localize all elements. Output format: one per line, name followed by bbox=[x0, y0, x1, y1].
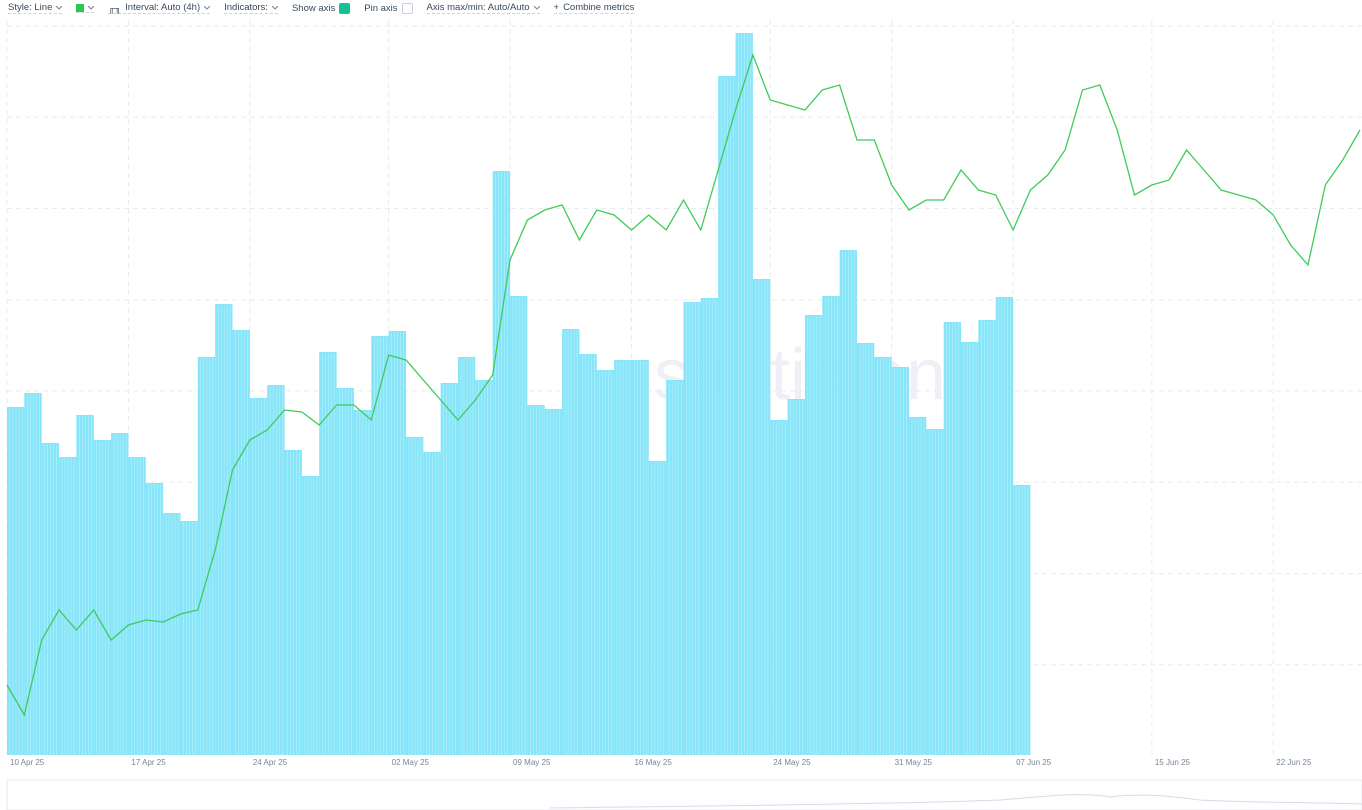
pin-axis-label: Pin axis bbox=[364, 2, 398, 14]
bar bbox=[891, 367, 909, 755]
axis-minmax-select[interactable]: Axis max/min: Auto/Auto bbox=[426, 2, 540, 14]
bar bbox=[128, 457, 146, 755]
bar bbox=[614, 360, 632, 755]
bar bbox=[856, 343, 875, 755]
x-tick-label: 07 Jun 25 bbox=[1016, 758, 1052, 767]
style-select[interactable]: Style: Line bbox=[8, 2, 63, 14]
bar bbox=[319, 352, 337, 755]
interval-label: Interval: Auto (4h) bbox=[125, 2, 201, 13]
x-tick-label: 24 Apr 25 bbox=[253, 758, 288, 767]
bar bbox=[874, 357, 892, 755]
toolbar: Style: Line ╓╖ Interval: Auto (4h) Indica… bbox=[0, 0, 640, 16]
bar bbox=[961, 342, 979, 755]
bar bbox=[301, 476, 320, 755]
checkbox[interactable] bbox=[401, 2, 413, 14]
bar bbox=[492, 171, 511, 755]
bar bbox=[232, 330, 250, 755]
show-axis-toggle[interactable]: Show axis bbox=[291, 2, 351, 14]
bar bbox=[197, 357, 216, 755]
x-tick-label: 16 May 25 bbox=[634, 758, 672, 767]
pin-axis-toggle[interactable]: Pin axis bbox=[364, 2, 413, 14]
indicators-label: Indicators: bbox=[224, 2, 268, 13]
bar bbox=[909, 417, 927, 755]
bar bbox=[718, 76, 736, 755]
x-tick-label: 02 May 25 bbox=[392, 758, 430, 767]
color-swatch bbox=[76, 3, 85, 12]
bar bbox=[596, 370, 615, 755]
bar bbox=[180, 521, 198, 755]
bar bbox=[510, 296, 528, 755]
navigator[interactable] bbox=[6, 779, 1362, 810]
bar bbox=[787, 399, 805, 755]
interval-icon: ╓╖ bbox=[108, 2, 122, 13]
bar bbox=[666, 380, 684, 755]
combine-label: Combine metrics bbox=[563, 2, 635, 13]
bar bbox=[371, 336, 389, 755]
bar bbox=[24, 393, 42, 755]
x-tick-label: 24 May 25 bbox=[773, 758, 811, 767]
bar bbox=[59, 457, 77, 755]
bar bbox=[475, 380, 493, 755]
bar bbox=[631, 360, 649, 755]
bar bbox=[93, 440, 112, 755]
bar bbox=[215, 304, 233, 755]
bar bbox=[458, 357, 476, 755]
bar bbox=[405, 437, 424, 755]
bar bbox=[7, 407, 25, 755]
bar bbox=[683, 302, 701, 755]
bar bbox=[926, 429, 944, 755]
bar bbox=[735, 33, 753, 755]
checkbox-checked[interactable] bbox=[339, 2, 351, 14]
x-tick-label: 31 May 25 bbox=[895, 758, 933, 767]
bar bbox=[527, 405, 545, 755]
indicators-select[interactable]: Indicators: bbox=[224, 2, 278, 14]
bar bbox=[145, 483, 164, 755]
color-select[interactable] bbox=[76, 3, 95, 13]
bar bbox=[41, 443, 60, 755]
x-tick-label: 09 May 25 bbox=[513, 758, 551, 767]
bar bbox=[163, 513, 181, 755]
bar bbox=[76, 415, 94, 755]
bar bbox=[111, 433, 129, 755]
x-tick-label: 22 Jun 25 bbox=[1276, 758, 1312, 767]
bar bbox=[388, 331, 406, 755]
bar bbox=[648, 461, 667, 755]
bar bbox=[978, 320, 996, 755]
bar bbox=[353, 410, 372, 755]
bar bbox=[943, 322, 962, 755]
bar bbox=[770, 420, 788, 755]
plus-icon: + bbox=[553, 2, 560, 13]
bar bbox=[249, 398, 268, 755]
bar bbox=[544, 409, 563, 755]
bar bbox=[752, 279, 771, 755]
combine-button[interactable]: + Combine metrics bbox=[553, 2, 635, 14]
bar bbox=[284, 450, 302, 755]
bar bbox=[804, 315, 823, 755]
bar bbox=[579, 354, 597, 755]
x-tick-label: 15 Jun 25 bbox=[1155, 758, 1191, 767]
style-label: Style: Line bbox=[8, 2, 53, 13]
bar bbox=[267, 385, 285, 755]
bar bbox=[822, 296, 840, 755]
x-tick-label: 10 Apr 25 bbox=[10, 758, 45, 767]
bar bbox=[440, 383, 458, 755]
bar bbox=[1013, 485, 1031, 755]
x-tick-label: 17 Apr 25 bbox=[131, 758, 166, 767]
show-axis-label: Show axis bbox=[291, 2, 336, 14]
bar bbox=[336, 388, 354, 755]
bar bbox=[562, 329, 580, 755]
bar bbox=[700, 298, 719, 755]
bar bbox=[995, 297, 1014, 755]
axis-minmax-label: Axis max/min: Auto/Auto bbox=[426, 2, 530, 13]
bar bbox=[423, 452, 441, 755]
bar bbox=[839, 250, 857, 755]
interval-select[interactable]: ╓╖ Interval: Auto (4h) bbox=[108, 2, 211, 14]
line bbox=[6, 53, 1361, 717]
navigator-line bbox=[549, 794, 1362, 809]
